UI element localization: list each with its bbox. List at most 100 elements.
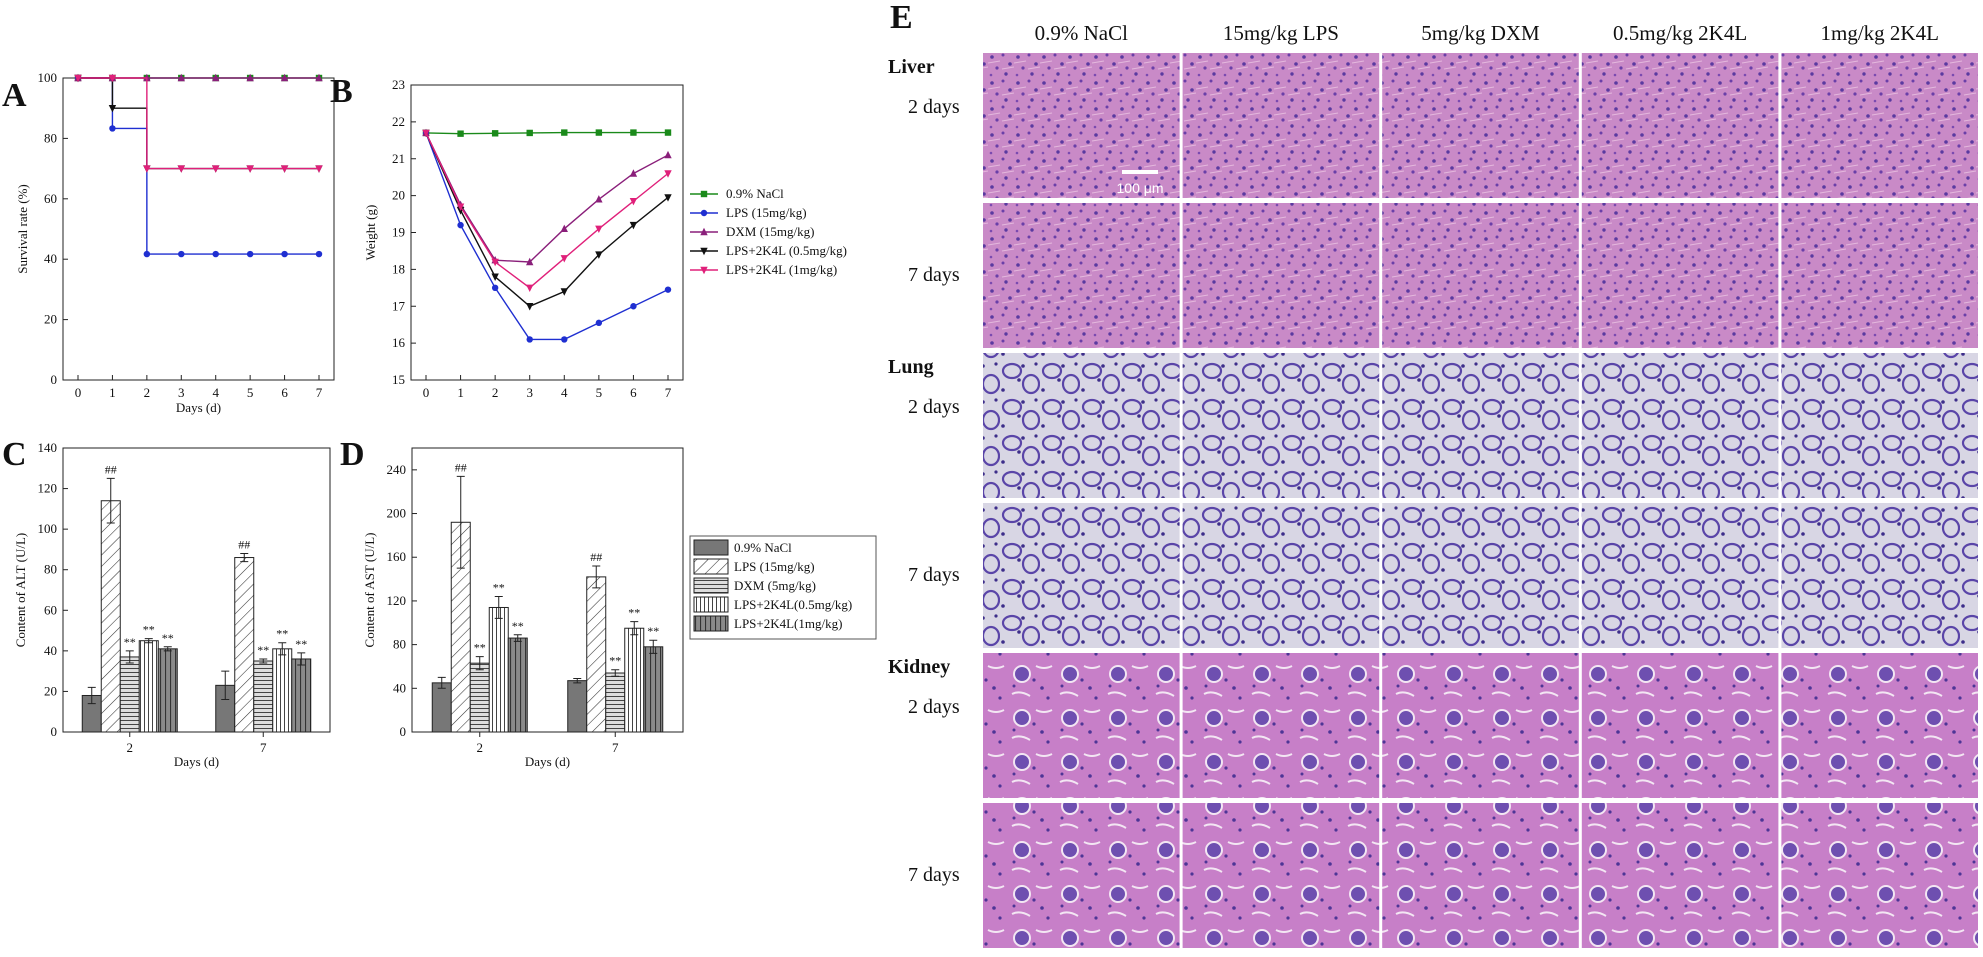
histology-image bbox=[1581, 653, 1779, 798]
data-point bbox=[560, 255, 568, 263]
histology-image bbox=[1581, 503, 1779, 648]
significance-mark: ## bbox=[590, 550, 602, 564]
histology-image bbox=[1182, 803, 1380, 948]
data-point bbox=[561, 129, 568, 136]
x-tick-label: 1 bbox=[109, 385, 116, 400]
data-point bbox=[664, 194, 672, 202]
data-point bbox=[212, 250, 219, 258]
histology-image bbox=[983, 353, 1180, 498]
x-tick-label: 2 bbox=[492, 385, 499, 400]
panel-label-a: A bbox=[2, 77, 27, 114]
plot-frame bbox=[62, 77, 335, 381]
y-tick-label: 17 bbox=[392, 298, 406, 313]
bar bbox=[157, 648, 178, 733]
error-bar bbox=[513, 634, 522, 642]
x-tick-label: 7 bbox=[316, 385, 323, 400]
timepoint-label: 7 days bbox=[908, 864, 960, 886]
data-point bbox=[178, 250, 185, 258]
histology-image bbox=[1581, 203, 1779, 348]
error-bar bbox=[494, 596, 503, 619]
x-tick-label: 3 bbox=[526, 385, 533, 400]
significance-mark: ** bbox=[124, 635, 136, 649]
histology-image bbox=[1781, 503, 1978, 648]
data-point bbox=[315, 250, 323, 258]
series-line bbox=[425, 132, 669, 341]
data-point bbox=[664, 150, 672, 159]
significance-mark: ** bbox=[628, 606, 640, 620]
organ-label: Kidney bbox=[888, 656, 950, 678]
error-bar bbox=[144, 638, 153, 644]
significance-mark: ** bbox=[143, 623, 155, 637]
histology-image bbox=[1182, 503, 1380, 648]
chart-alt: 0 20 40 60 80 100 120 140 Content of ALT (U/L) Da… bbox=[13, 440, 331, 769]
histology-column-header: 0.5mg/kg 2K4L bbox=[1613, 21, 1747, 45]
panel-label-d: D bbox=[340, 436, 365, 473]
significance-mark: ## bbox=[238, 537, 250, 551]
bar bbox=[234, 557, 255, 733]
x-tick-label: 0 bbox=[75, 385, 82, 400]
histology-image bbox=[983, 203, 1180, 348]
data-point bbox=[491, 130, 499, 137]
bar bbox=[567, 680, 588, 733]
legend-alt-ast: 0.9% NaCl LPS (15mg/kg) DXM (5mg/kg) LPS+2K… bbox=[689, 535, 877, 640]
legend-marker bbox=[700, 247, 708, 256]
data-point bbox=[177, 73, 185, 82]
bar bbox=[138, 640, 159, 733]
data-point bbox=[457, 221, 464, 229]
histology-image bbox=[1781, 653, 1978, 798]
bar bbox=[100, 500, 121, 733]
y-tick-label: 18 bbox=[392, 261, 405, 276]
y-tick-label: 80 bbox=[44, 562, 57, 577]
significance-mark: ## bbox=[105, 462, 117, 476]
x-tick-label: 7 bbox=[665, 385, 672, 400]
data-point bbox=[526, 303, 534, 311]
histology-image bbox=[1581, 53, 1779, 198]
x-axis-label: Days (d) bbox=[176, 400, 221, 415]
data-point bbox=[315, 73, 323, 82]
y-tick-label: 140 bbox=[38, 440, 58, 455]
legend-swatch bbox=[693, 558, 729, 575]
x-tick-label: 2 bbox=[144, 385, 151, 400]
data-point bbox=[281, 250, 288, 258]
data-point bbox=[630, 129, 637, 136]
x-tick-label: 6 bbox=[281, 385, 288, 400]
bar bbox=[488, 606, 509, 733]
organ-label: Liver bbox=[888, 56, 935, 78]
data-point bbox=[491, 258, 499, 267]
significance-mark: ** bbox=[512, 619, 524, 633]
data-point bbox=[526, 284, 534, 293]
histology-image bbox=[1182, 53, 1380, 198]
data-point bbox=[630, 303, 637, 310]
x-axis-label: Days (d) bbox=[174, 754, 219, 769]
y-tick-label: 40 bbox=[393, 680, 406, 695]
panel-label-e: E bbox=[890, 0, 913, 36]
y-tick-label: 19 bbox=[392, 225, 405, 240]
x-tick-label: 5 bbox=[596, 385, 603, 400]
significance-mark: ** bbox=[647, 624, 659, 638]
x-tick-label: 6 bbox=[630, 385, 637, 400]
error-bar bbox=[592, 565, 601, 589]
data-point bbox=[629, 169, 638, 177]
histology-image bbox=[1781, 203, 1978, 348]
data-point bbox=[595, 251, 603, 259]
legend-swatch bbox=[693, 615, 729, 632]
error-bar bbox=[87, 686, 96, 705]
data-point bbox=[177, 165, 185, 173]
bar bbox=[431, 682, 452, 733]
data-point bbox=[246, 250, 254, 258]
series-line bbox=[78, 77, 319, 170]
legend-label: 0.9% NaCl bbox=[734, 540, 792, 555]
y-tick-label: 20 bbox=[392, 188, 405, 203]
legend-label: DXM (15mg/kg) bbox=[726, 224, 814, 239]
chart-survival-rate: 0 20 40 60 80 100 Survival rate (%) Days (d) 0 1 2… bbox=[15, 70, 335, 415]
y-tick-label: 80 bbox=[393, 637, 406, 652]
error-bar bbox=[475, 656, 484, 671]
legend-swatch bbox=[693, 596, 729, 613]
legend-survival-weight: 0.9% NaCl LPS (15mg/kg) DXM (15mg/kg) LPS+2… bbox=[690, 186, 847, 277]
y-tick-label: 40 bbox=[44, 643, 57, 658]
legend-swatch bbox=[693, 577, 729, 594]
x-tick-label: 4 bbox=[561, 385, 568, 400]
data-point bbox=[664, 129, 672, 136]
data-point bbox=[109, 125, 116, 132]
data-point bbox=[664, 170, 672, 178]
